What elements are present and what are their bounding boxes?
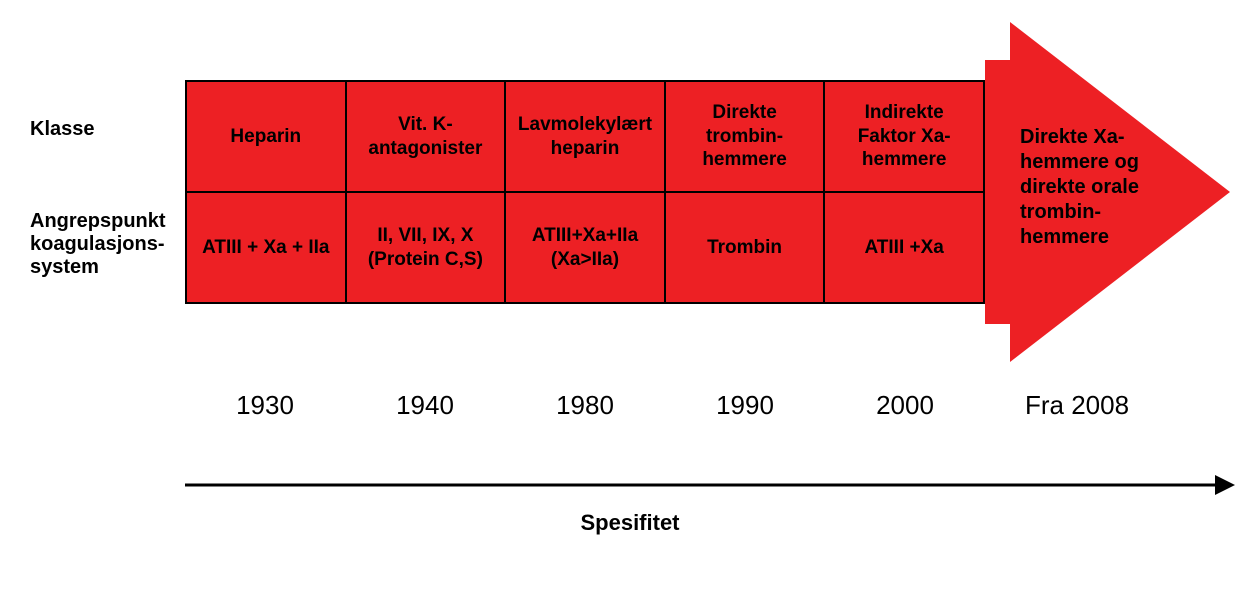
- table-col: Indirekte Faktor Xa-hemmere ATIII +Xa: [825, 82, 983, 302]
- cell-angrepspunkt: ATIII+Xa+IIa (Xa>IIa): [506, 193, 664, 302]
- year-label: 1940: [345, 390, 505, 421]
- row-label-angrepspunkt-text: Angrepspunkt koagulasjons-system: [30, 210, 166, 278]
- cell-klasse: Vit. K-antagonister: [347, 82, 505, 193]
- cell-angrepspunkt: ATIII + Xa + IIa: [187, 193, 345, 302]
- year-label-last: Fra 2008: [985, 390, 1215, 421]
- specificity-arrow-icon: [185, 470, 1235, 500]
- year-label: 1930: [185, 390, 345, 421]
- cell-angrepspunkt: Trombin: [666, 193, 824, 302]
- cell-angrepspunkt: ATIII +Xa: [825, 193, 983, 302]
- cell-klasse: Heparin: [187, 82, 345, 193]
- row-label-klasse: Klasse: [30, 118, 180, 141]
- diagram-canvas: Klasse Angrepspunkt koagulasjons-system …: [0, 0, 1260, 607]
- table-col: Lavmolekylært heparin ATIII+Xa+IIa (Xa>I…: [506, 82, 666, 302]
- cell-angrepspunkt: II, VII, IX, X (Protein C,S): [347, 193, 505, 302]
- cell-klasse: Indirekte Faktor Xa-hemmere: [825, 82, 983, 193]
- row-label-klasse-text: Klasse: [30, 118, 95, 140]
- specificity-label: Spesifitet: [0, 510, 1260, 536]
- table-col: Heparin ATIII + Xa + IIa: [187, 82, 347, 302]
- arrow-end-text: Direkte Xa-hemmere og direkte orale trom…: [1020, 125, 1180, 250]
- cell-klasse: Lavmolekylært heparin: [506, 82, 664, 193]
- year-label: 1990: [665, 390, 825, 421]
- timeline-table: Heparin ATIII + Xa + IIa Vit. K-antagoni…: [185, 80, 985, 304]
- table-col: Vit. K-antagonister II, VII, IX, X (Prot…: [347, 82, 507, 302]
- year-label: 1980: [505, 390, 665, 421]
- cell-klasse: Direkte trombin-hemmere: [666, 82, 824, 193]
- year-label: 2000: [825, 390, 985, 421]
- table-col: Direkte trombin-hemmere Trombin: [666, 82, 826, 302]
- years-row: 1930 1940 1980 1990 2000 Fra 2008: [185, 390, 1215, 421]
- row-label-angrepspunkt: Angrepspunkt koagulasjons-system: [30, 210, 180, 279]
